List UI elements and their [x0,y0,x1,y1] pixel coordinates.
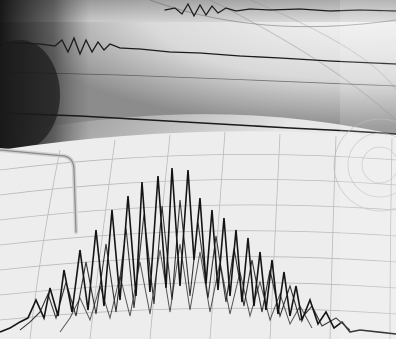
top-traces [0,2,396,135]
dark-blob [0,40,60,150]
trace-line-2 [0,36,396,65]
recording-arm [0,148,78,234]
drum-arc-3 [249,0,396,91]
trace-line-4 [0,71,396,87]
seismic-burst [0,167,396,335]
drum-arc-1 [149,0,396,28]
drum-surface [0,0,396,135]
top-strip [0,0,396,22]
right-circles [333,118,396,212]
right-highlight [340,0,396,339]
trace-line-3 [0,112,396,135]
trace-line-1 [164,2,396,18]
